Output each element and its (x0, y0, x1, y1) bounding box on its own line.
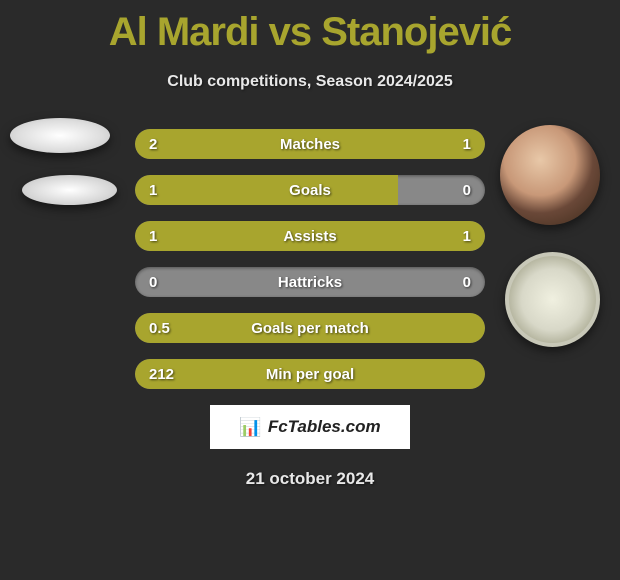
stat-row: 00Hattricks (135, 267, 485, 297)
club-left-badge (22, 175, 117, 205)
page-title: Al Mardi vs Stanojević (0, 0, 620, 55)
stat-label: Matches (135, 129, 485, 159)
player-left-avatar (10, 118, 110, 153)
player-right-avatar (500, 125, 600, 225)
stat-label: Assists (135, 221, 485, 251)
stat-row: 10Goals (135, 175, 485, 205)
stat-label: Min per goal (135, 359, 485, 389)
brand-badge: 📊 FcTables.com (210, 405, 410, 449)
stat-row: 21Matches (135, 129, 485, 159)
stat-row: 0.5Goals per match (135, 313, 485, 343)
stat-label: Goals (135, 175, 485, 205)
subtitle: Club competitions, Season 2024/2025 (0, 73, 620, 91)
brand-label: FcTables.com (268, 417, 381, 437)
stat-label: Hattricks (135, 267, 485, 297)
chart-icon: 📊 (239, 417, 261, 438)
club-right-badge (505, 252, 600, 347)
date-label: 21 october 2024 (0, 469, 620, 489)
stat-row: 212Min per goal (135, 359, 485, 389)
stat-row: 11Assists (135, 221, 485, 251)
stat-label: Goals per match (135, 313, 485, 343)
